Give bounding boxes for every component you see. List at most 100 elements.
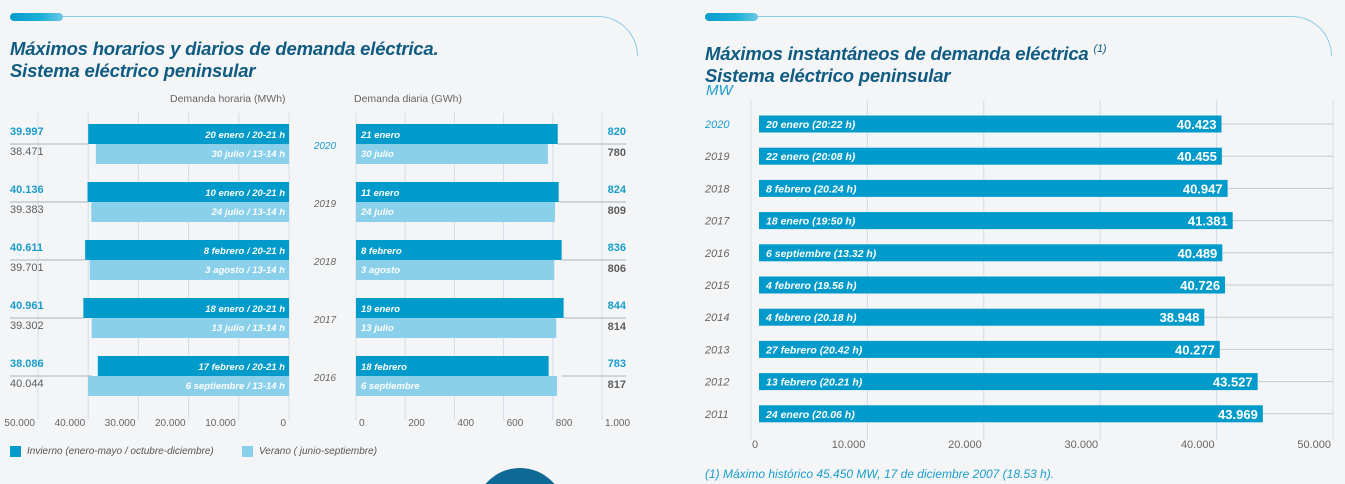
- tick-label-hourly: 20.000: [155, 418, 186, 429]
- tick-label-daily: 600: [507, 418, 524, 429]
- tick-label: 50.000: [1297, 439, 1331, 451]
- bar-daily-invierno: [356, 298, 564, 318]
- bar-label: 4 febrero (20.18 h): [765, 312, 857, 324]
- value-label: 38.948: [1160, 310, 1200, 325]
- bar-label-daily-invierno: 18 febrero: [361, 362, 407, 373]
- value-label-hourly-invierno: 38.086: [10, 358, 44, 370]
- bar-label: 6 septiembre (13.32 h): [766, 248, 877, 260]
- bar-label: 20 enero (20:22 h): [765, 119, 856, 131]
- bar: [759, 340, 1220, 358]
- year-label: 2017: [704, 216, 730, 228]
- value-label-daily-verano: 809: [608, 205, 626, 217]
- bar-label-hourly-verano: 24 julio / 13-14 h: [211, 207, 286, 218]
- bar: [759, 308, 1205, 326]
- year-label: 2011: [704, 409, 729, 421]
- value-label-daily-verano: 814: [608, 321, 627, 333]
- footnote-marker: (1): [1093, 43, 1107, 55]
- bar-label-daily-verano: 24 julio: [360, 207, 394, 218]
- bar-label-daily-verano: 3 agosto: [361, 265, 400, 276]
- bar: [759, 147, 1222, 165]
- value-label-daily-invierno: 783: [608, 358, 626, 370]
- value-label-hourly-invierno: 40.961: [10, 300, 44, 312]
- decorative-circle: [475, 468, 565, 484]
- bar-daily-verano: [356, 260, 555, 280]
- bar-daily-verano: [356, 318, 557, 338]
- value-label: 41.381: [1188, 214, 1228, 229]
- year-label: 2012: [704, 377, 729, 389]
- bar-daily-verano: [356, 202, 556, 222]
- bar-hourly-invierno: [85, 240, 289, 260]
- tick-label: 30.000: [1065, 439, 1099, 451]
- axis-title-hourly: Demanda horaria (MWh): [170, 93, 286, 105]
- bar-label-daily-invierno: 21 enero: [360, 130, 400, 141]
- bar-hourly-invierno: [88, 124, 289, 144]
- bar-label: 4 febrero (19.56 h): [765, 280, 857, 292]
- tick-label-daily: 200: [408, 418, 425, 429]
- right-chart-title: Máximos instantáneos de demanda eléctric…: [705, 38, 1107, 87]
- value-label: 40.423: [1177, 117, 1217, 132]
- bar-label-daily-verano: 6 septiembre: [361, 381, 420, 392]
- legend-swatch-verano: [242, 446, 253, 457]
- value-label-hourly-invierno: 40.611: [10, 242, 43, 254]
- value-label: 43.527: [1213, 375, 1253, 390]
- bar-label: 13 febrero (20.21 h): [766, 377, 863, 389]
- tick-label: 0: [752, 439, 758, 451]
- bar-hourly-invierno: [97, 356, 289, 376]
- bar-hourly-verano: [87, 376, 289, 396]
- tick-label: 20.000: [948, 439, 982, 451]
- footnote: (1) Máximo histórico 45.450 MW, 17 de di…: [705, 467, 1055, 481]
- bar-label: 18 enero (19:50 h): [766, 216, 856, 228]
- tick-label-daily: 0: [359, 418, 365, 429]
- bar-hourly-verano: [89, 260, 289, 280]
- bar-label-hourly-verano: 13 julio / 13-14 h: [212, 323, 286, 334]
- tick-label-hourly: 0: [280, 418, 286, 429]
- bar-label-hourly-verano: 30 julio / 13-14 h: [212, 149, 286, 160]
- bar-label: 24 enero (20.06 h): [765, 409, 855, 421]
- bar-label: 27 febrero (20.42 h): [765, 344, 863, 356]
- bar-label-hourly-verano: 6 septiembre / 13-14 h: [186, 381, 285, 392]
- bar: [759, 212, 1233, 230]
- bar-hourly-verano: [95, 144, 289, 164]
- value-label-hourly-verano: 39.302: [10, 320, 44, 332]
- year-label: 2016: [704, 248, 730, 260]
- bar-label-hourly-invierno: 8 febrero / 20-21 h: [204, 246, 286, 257]
- value-label-daily-invierno: 820: [608, 126, 626, 138]
- tick-label-hourly: 50.000: [4, 418, 35, 429]
- bar: [759, 405, 1263, 423]
- value-label: 40.277: [1175, 342, 1215, 357]
- year-label: 2018: [704, 183, 730, 195]
- decorative-pill: [10, 13, 63, 21]
- legend-item-invierno: Invierno (enero-mayo / octubre-diciembre…: [10, 446, 214, 457]
- bar-label-hourly-invierno: 17 febrero / 20-21 h: [198, 362, 285, 373]
- bar-hourly-invierno: [87, 182, 290, 202]
- bar-daily-verano: [356, 144, 548, 164]
- value-label: 40.726: [1180, 278, 1220, 293]
- tick-label-daily: 800: [556, 418, 573, 429]
- tick-label-hourly: 40.000: [55, 418, 86, 429]
- bar: [759, 115, 1222, 133]
- left-title-line1: Máximos horarios y diarios de demanda el…: [10, 38, 439, 59]
- bar-label-daily-invierno: 11 enero: [361, 188, 400, 199]
- legend-label-invierno: Invierno (enero-mayo / octubre-diciembre…: [27, 446, 214, 457]
- value-label: 40.947: [1183, 181, 1223, 196]
- bar-hourly-verano: [91, 202, 290, 222]
- value-label-hourly-verano: 39.383: [10, 204, 44, 216]
- bar-daily-invierno: [356, 124, 558, 144]
- legend-label-verano: Verano ( junio-septiembre): [259, 446, 378, 457]
- bar-daily-invierno: [356, 182, 559, 202]
- bar-hourly-verano: [91, 318, 290, 338]
- bar-label: 8 febrero (20.24 h): [766, 183, 857, 195]
- value-label-daily-invierno: 844: [608, 300, 627, 312]
- year-label: 2013: [704, 344, 730, 356]
- year-label: 2020: [313, 141, 337, 152]
- tick-label-daily: 1.000: [605, 418, 630, 429]
- value-label-daily-invierno: 836: [608, 242, 626, 254]
- year-label: 2019: [704, 151, 729, 163]
- bar: [759, 179, 1228, 197]
- value-label-daily-invierno: 824: [608, 184, 627, 196]
- right-chart: 0 10.000 20.000 30.000 40.000 50.000 20 enero …: [704, 100, 1334, 451]
- bar-label-hourly-invierno: 20 enero / 20-21 h: [204, 130, 285, 141]
- bar: [759, 276, 1226, 294]
- unit-label: MW: [706, 82, 733, 99]
- left-chart-title: Máximos horarios y diarios de demanda el…: [10, 38, 439, 82]
